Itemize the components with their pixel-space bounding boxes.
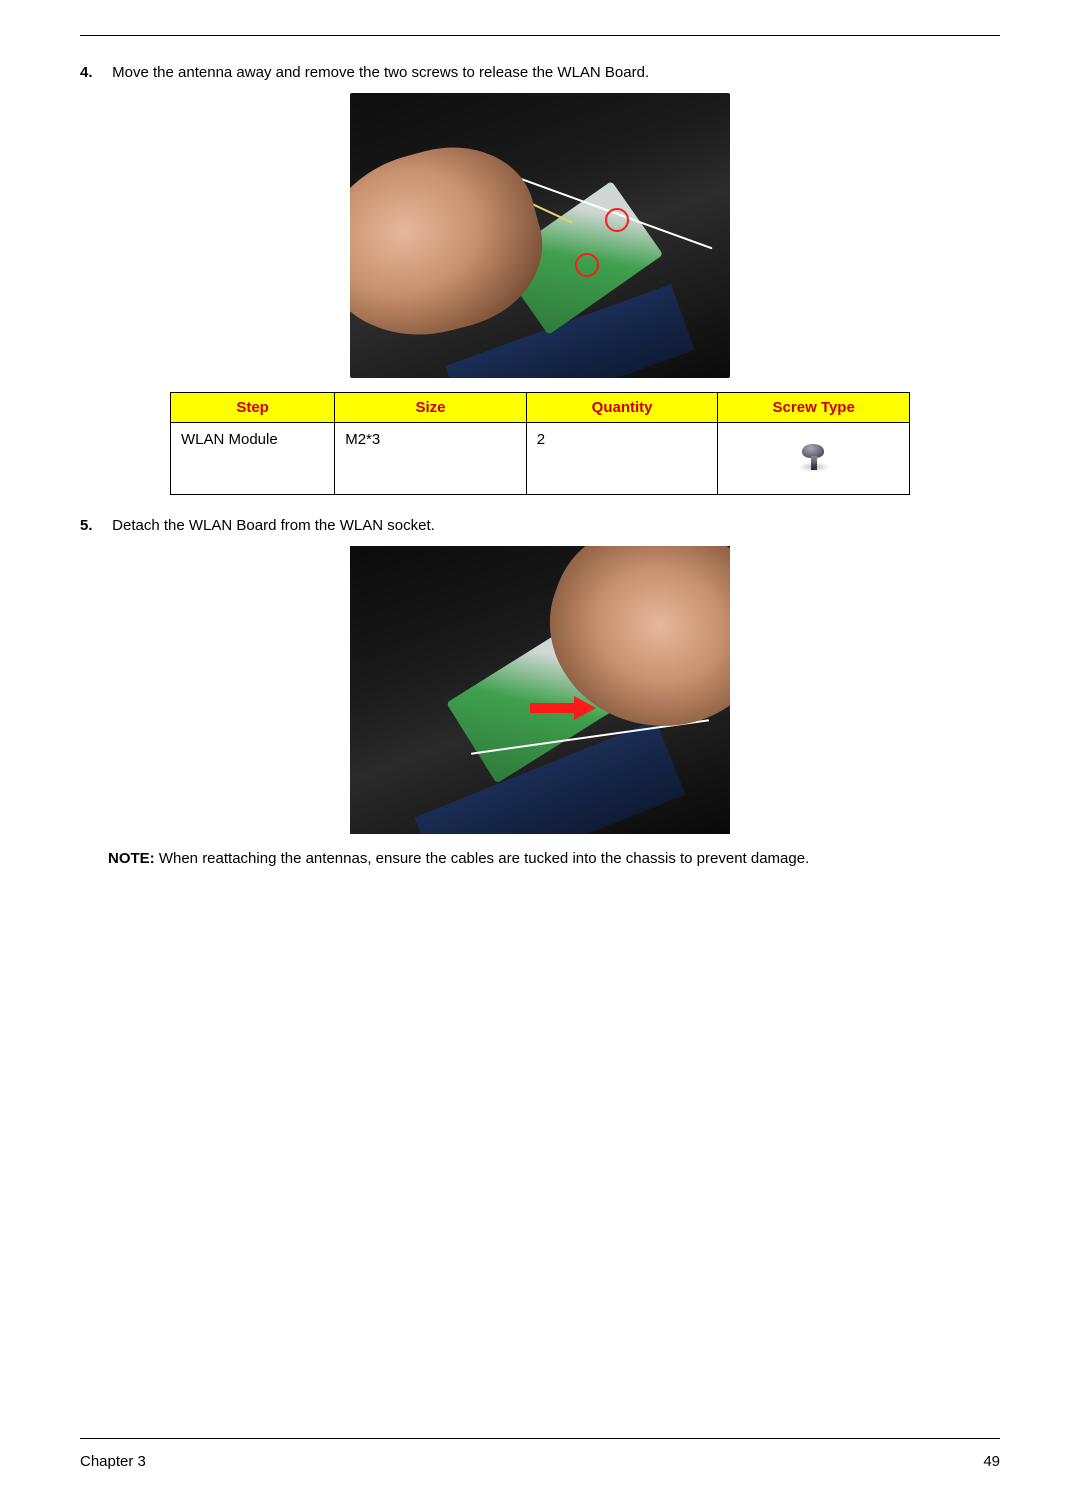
col-step: Step [171, 393, 335, 423]
top-rule [80, 35, 1000, 36]
note-text: When reattaching the antennas, ensure th… [155, 850, 810, 867]
screw-highlight-icon [605, 208, 629, 232]
step-5-number: 5. [80, 517, 108, 534]
figure-step-4 [350, 93, 730, 378]
step-4-text: Move the antenna away and remove the two… [112, 64, 649, 81]
page-footer: Chapter 3 49 [80, 1438, 1000, 1470]
screw-icon [794, 440, 834, 474]
note: NOTE: When reattaching the antennas, ens… [108, 850, 1000, 867]
cell-quantity: 2 [526, 423, 718, 495]
col-size: Size [335, 393, 527, 423]
table-header-row: Step Size Quantity Screw Type [171, 393, 910, 423]
col-screw-type: Screw Type [718, 393, 910, 423]
table-row: WLAN Module M2*3 2 [171, 423, 910, 495]
footer-rule [80, 1438, 1000, 1439]
step-5-text: Detach the WLAN Board from the WLAN sock… [112, 517, 435, 534]
footer-page-number: 49 [983, 1453, 1000, 1470]
cell-size: M2*3 [335, 423, 527, 495]
footer-chapter: Chapter 3 [80, 1453, 146, 1470]
screw-highlight-icon [575, 253, 599, 277]
cell-screw-type [718, 423, 910, 495]
screw-table: Step Size Quantity Screw Type WLAN Modul… [170, 392, 910, 495]
figure-step-5 [350, 546, 730, 834]
step-5: 5. Detach the WLAN Board from the WLAN s… [80, 517, 1000, 534]
col-quantity: Quantity [526, 393, 718, 423]
step-4-number: 4. [80, 64, 108, 81]
arrow-icon [530, 696, 600, 720]
note-label: NOTE: [108, 850, 155, 867]
step-4: 4. Move the antenna away and remove the … [80, 64, 1000, 81]
cell-step: WLAN Module [171, 423, 335, 495]
